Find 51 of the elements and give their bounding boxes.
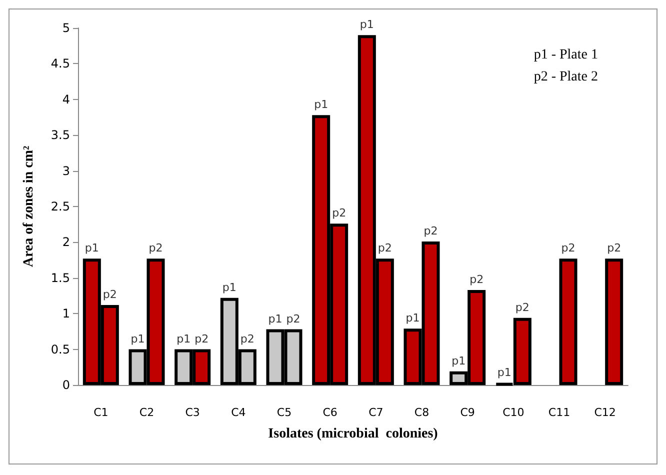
y-tick-label: 5 — [62, 21, 70, 35]
x-tick-label: C3 — [185, 406, 200, 419]
y-tick-label: 1 — [62, 306, 70, 321]
data-label: p1 — [360, 18, 374, 32]
data-label: p2 — [470, 273, 484, 286]
data-label: p1 — [268, 312, 282, 326]
data-label: p1 — [406, 312, 420, 325]
data-label: p2 — [286, 312, 300, 326]
data-label: p1 — [497, 366, 512, 379]
data-label: p1 — [176, 332, 191, 346]
y-tick-label: 4 — [62, 92, 70, 106]
data-label: p1 — [84, 242, 99, 255]
x-tick-label: C5 — [276, 406, 292, 419]
data-label: p1 — [314, 98, 328, 112]
data-label: p2 — [102, 288, 117, 302]
data-label: p2 — [148, 242, 163, 255]
data-label: p2 — [515, 300, 530, 314]
data-label: p1 — [452, 354, 466, 368]
data-label: p2 — [332, 206, 346, 220]
x-axis-title: Isolates (microbial colonies) — [268, 426, 438, 442]
x-tick-label: C1 — [94, 406, 108, 419]
x-tick-label: C8 — [414, 406, 430, 419]
bar — [605, 258, 624, 385]
y-tick-label: 2 — [62, 235, 70, 250]
data-label: p1 — [130, 332, 145, 346]
x-tick-label: C10 — [502, 406, 524, 419]
y-tick-label: 3 — [62, 164, 70, 178]
data-label: p2 — [561, 242, 576, 255]
annotation: p2 - Plate 2 — [534, 70, 598, 84]
y-tick-label: 0 — [62, 378, 70, 392]
bar — [559, 258, 578, 385]
data-label: p1 — [222, 280, 236, 294]
y-axis-title: Area of zones in cm² — [22, 146, 36, 268]
data-label: p2 — [378, 242, 392, 255]
x-tick-label: C9 — [460, 406, 475, 419]
x-tick-label: C4 — [231, 406, 246, 419]
x-tick-label: C6 — [322, 406, 338, 419]
y-tick-label: 1.5 — [50, 270, 70, 285]
data-label: p2 — [424, 224, 438, 238]
x-tick-label: C7 — [368, 406, 384, 419]
y-tick-label: 4.5 — [50, 56, 70, 71]
y-tick-label: 0.5 — [50, 342, 70, 356]
data-label: p2 — [194, 332, 209, 346]
annotation: p1 - Plate 1 — [534, 48, 598, 62]
x-tick-label: C12 — [594, 406, 616, 419]
y-tick-label: 2.5 — [50, 200, 70, 214]
x-tick-label: C11 — [548, 406, 570, 419]
y-tick-label: 3.5 — [50, 128, 70, 142]
data-label: p2 — [240, 332, 254, 346]
x-tick-label: C2 — [139, 406, 154, 419]
data-label: p2 — [607, 242, 622, 255]
